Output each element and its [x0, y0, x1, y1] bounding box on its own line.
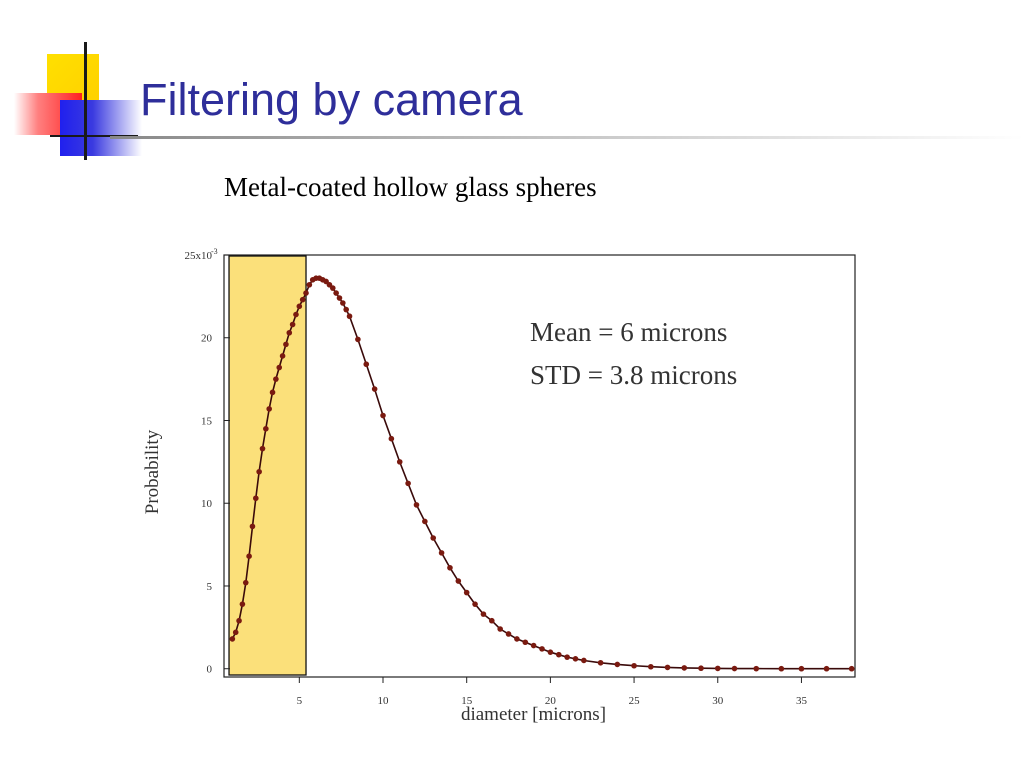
data-point — [447, 564, 453, 571]
data-point — [289, 321, 296, 328]
y-tick-label: 10 — [201, 498, 213, 510]
data-point — [547, 649, 554, 655]
data-point — [249, 523, 256, 530]
data-point — [388, 435, 395, 442]
data-point — [848, 665, 855, 672]
data-point — [463, 589, 470, 596]
x-tick-label: 25 — [629, 695, 641, 707]
data-point — [564, 654, 570, 660]
plot-frame — [223, 254, 856, 678]
data-point — [698, 665, 704, 672]
data-point — [340, 300, 346, 306]
data-point — [273, 376, 279, 382]
logo-vertical-line — [84, 42, 87, 160]
data-point — [664, 664, 671, 671]
data-point — [242, 579, 249, 586]
data-point — [798, 665, 805, 672]
chart-annotation: STD = 3.8 microns — [530, 360, 737, 390]
data-point — [455, 578, 462, 584]
data-point — [371, 386, 378, 392]
data-point — [329, 285, 336, 291]
y-axis-label: Probability — [142, 429, 163, 514]
x-tick-label: 35 — [796, 695, 808, 707]
page-title: Filtering by camera — [140, 74, 523, 125]
data-point — [293, 311, 299, 318]
data-point — [614, 661, 621, 668]
logo-horizontal-line — [50, 135, 138, 137]
data-point — [597, 659, 604, 666]
data-point — [236, 617, 242, 624]
data-point — [530, 642, 537, 649]
data-point — [472, 601, 478, 607]
data-point — [497, 626, 503, 632]
data-point — [572, 655, 579, 662]
x-tick-label: 15 — [461, 695, 473, 707]
y-tick-label: 20 — [201, 333, 213, 345]
data-point — [505, 631, 512, 637]
data-point — [422, 518, 428, 525]
title-divider — [110, 136, 1024, 139]
data-point — [283, 341, 289, 348]
y-tick-label: 0 — [207, 664, 213, 676]
data-point — [396, 459, 403, 465]
y-exponent: -3 — [211, 247, 218, 256]
x-tick-label: 30 — [712, 695, 724, 707]
data-point — [522, 639, 529, 646]
data-point — [263, 425, 269, 432]
slide-logo-decoration — [0, 0, 150, 170]
data-point — [581, 657, 587, 664]
data-point — [276, 364, 283, 371]
data-point — [256, 468, 262, 475]
data-point — [355, 336, 361, 343]
x-axis-label: diameter [microns] — [461, 704, 606, 725]
data-point — [648, 663, 654, 670]
data-point — [514, 636, 520, 642]
data-point — [346, 313, 353, 320]
data-point — [631, 662, 637, 669]
x-tick-label: 5 — [297, 695, 303, 707]
data-point — [259, 445, 266, 452]
data-point — [266, 406, 272, 412]
data-point — [239, 601, 246, 607]
x-tick-label: 20 — [545, 695, 557, 707]
data-point — [306, 281, 313, 288]
slide-subtitle: Metal-coated hollow glass spheres — [224, 172, 597, 202]
data-point — [253, 495, 259, 502]
data-point — [296, 303, 303, 310]
data-point — [438, 550, 445, 556]
y-tick-label: 15 — [201, 415, 213, 427]
data-point — [343, 306, 349, 313]
data-point — [488, 617, 495, 624]
data-point — [731, 665, 738, 672]
data-point — [405, 480, 411, 487]
data-point — [823, 665, 830, 672]
data-point — [246, 553, 252, 559]
data-point — [269, 389, 276, 396]
x-tick-label: 10 — [378, 695, 390, 707]
data-point — [413, 502, 420, 508]
data-point — [299, 296, 306, 303]
data-point — [714, 665, 721, 672]
data-point — [303, 290, 309, 296]
data-point — [753, 665, 760, 672]
data-point — [363, 361, 370, 368]
chart-annotation: Mean = 6 microns — [530, 317, 727, 347]
data-point — [333, 290, 339, 296]
data-point — [539, 646, 545, 652]
data-point — [336, 295, 343, 301]
data-point — [380, 412, 386, 419]
data-point — [229, 636, 236, 642]
y-tick-label: 25x10 — [185, 250, 213, 262]
data-point — [778, 665, 785, 672]
data-point — [286, 329, 293, 336]
y-tick-label: 5 — [207, 581, 213, 593]
logo-blue-square — [60, 100, 142, 156]
data-point — [480, 611, 487, 617]
data-point — [555, 651, 562, 658]
data-point — [232, 629, 239, 636]
data-point — [430, 535, 437, 541]
data-point — [279, 353, 286, 359]
data-point — [681, 665, 688, 671]
